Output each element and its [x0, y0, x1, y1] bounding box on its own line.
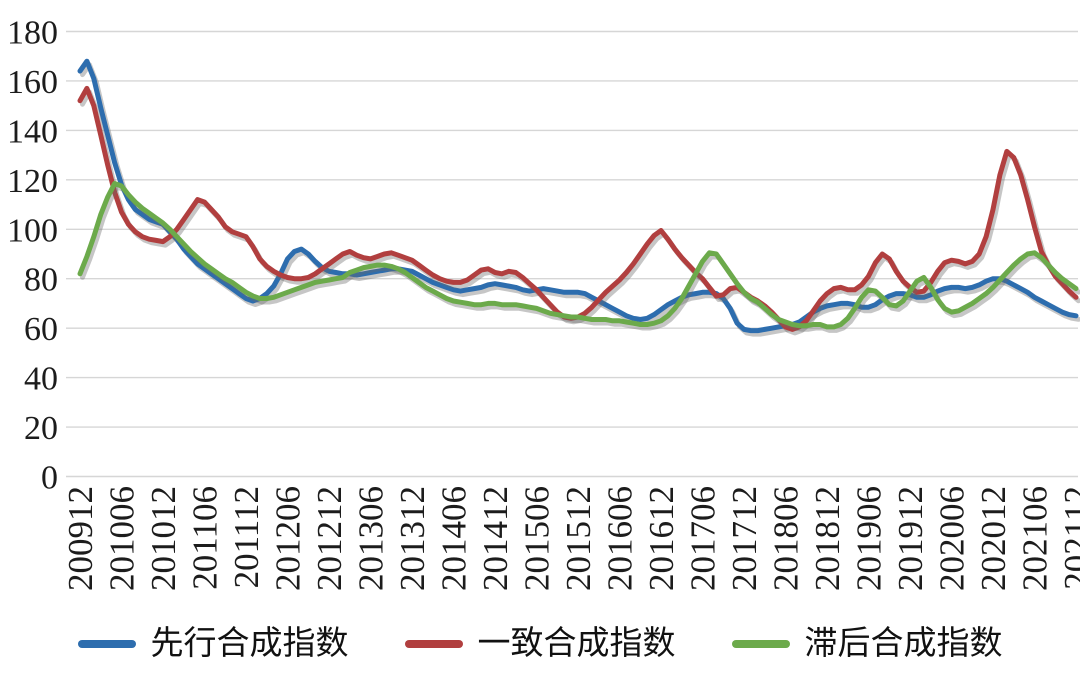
y-tick-label: 120	[7, 163, 58, 200]
legend-label-coincident-index: 一致合成指数	[477, 625, 676, 662]
x-tick-label: 201212	[310, 486, 349, 591]
x-tick-label: 201712	[725, 486, 764, 591]
x-tick-label: 201906	[850, 486, 889, 591]
y-tick-label: 0	[41, 460, 58, 497]
x-tick-label: 201006	[103, 486, 142, 591]
y-tick-label: 80	[24, 262, 58, 299]
y-tick-label: 60	[24, 311, 58, 348]
x-tick-label: 201512	[559, 486, 598, 591]
x-tick-label: 202106	[1016, 486, 1055, 591]
y-tick-label: 100	[7, 212, 58, 249]
y-tick-label: 20	[24, 410, 58, 447]
legend-label-lagging-index: 滞后合成指数	[804, 625, 1003, 662]
chart-legend: 先行合成指数 一致合成指数 滞后合成指数	[0, 616, 1080, 672]
x-tick-label: 201412	[476, 486, 515, 591]
x-tick-label: 201306	[352, 486, 391, 591]
y-tick-label: 180	[7, 15, 58, 52]
legend-item-coincident-index: 一致合成指数	[404, 625, 676, 662]
x-tick-label: 201106	[186, 486, 225, 590]
x-tick-label: 202112	[1057, 486, 1080, 590]
x-tick-label: 201612	[642, 486, 681, 591]
x-tick-label: 201012	[144, 486, 183, 591]
x-tick-label: 201112	[227, 486, 266, 588]
legend-swatch-red	[404, 640, 463, 648]
x-tick-label: 202006	[933, 486, 972, 591]
legend-item-leading-index: 先行合成指数	[77, 625, 349, 662]
y-tick-label: 140	[7, 113, 58, 150]
y-tick-label: 40	[24, 361, 58, 398]
y-tick-label: 160	[7, 64, 58, 101]
x-tick-label: 201206	[269, 486, 308, 591]
x-tick-label: 201912	[891, 486, 930, 591]
legend-label-leading-index: 先行合成指数	[150, 625, 349, 662]
x-tick-label: 201812	[808, 486, 847, 591]
legend-swatch-blue	[77, 640, 136, 648]
x-tick-label: 201406	[435, 486, 474, 591]
x-tick-label: 200912	[61, 486, 100, 591]
legend-swatch-green	[731, 640, 790, 648]
x-tick-label: 201706	[684, 486, 723, 591]
series-shadow	[80, 184, 1080, 333]
x-tick-label: 201506	[518, 486, 557, 591]
series-line	[77, 181, 1079, 330]
legend-item-lagging-index: 滞后合成指数	[731, 625, 1003, 662]
x-tick-label: 201312	[393, 486, 432, 591]
x-tick-label: 202012	[974, 486, 1013, 591]
x-tick-label: 201806	[767, 486, 806, 591]
x-tick-label: 201606	[601, 486, 640, 591]
